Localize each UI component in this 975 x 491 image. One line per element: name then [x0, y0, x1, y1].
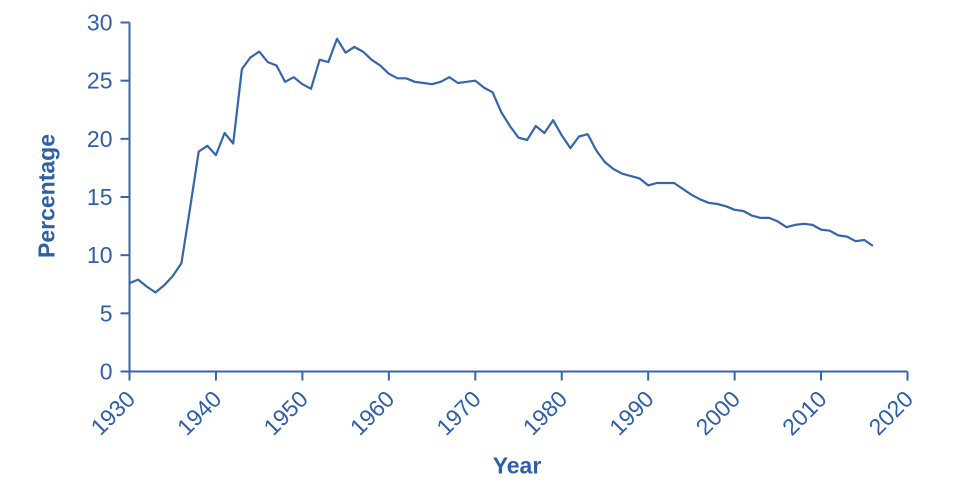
y-tick-label: 20	[87, 126, 113, 152]
x-tick-label: 2020	[863, 386, 918, 441]
y-tick-label: 30	[87, 10, 113, 36]
y-axis-title: Percentage	[33, 133, 60, 259]
x-tick-label: 1950	[258, 386, 313, 441]
axes	[128, 22, 908, 373]
x-tick-label: 1930	[85, 386, 140, 441]
x-tick-label: 1970	[431, 386, 486, 441]
x-tick-label: 1940	[172, 386, 227, 441]
y-tick-label: 25	[87, 68, 113, 94]
x-tick-label: 2000	[691, 386, 746, 441]
x-axis-title: Year	[492, 452, 542, 479]
x-tick-label: 1980	[518, 386, 573, 441]
x-tick-label: 1960	[345, 386, 400, 441]
y-tick-label: 5	[100, 300, 113, 326]
x-tick-label: 1990	[604, 386, 659, 441]
y-tick-label: 0	[100, 359, 113, 385]
y-tick-label: 10	[87, 242, 113, 268]
data-line	[129, 37, 874, 294]
y-tick-label: 15	[87, 184, 113, 210]
x-tick-label: 2010	[777, 386, 832, 441]
